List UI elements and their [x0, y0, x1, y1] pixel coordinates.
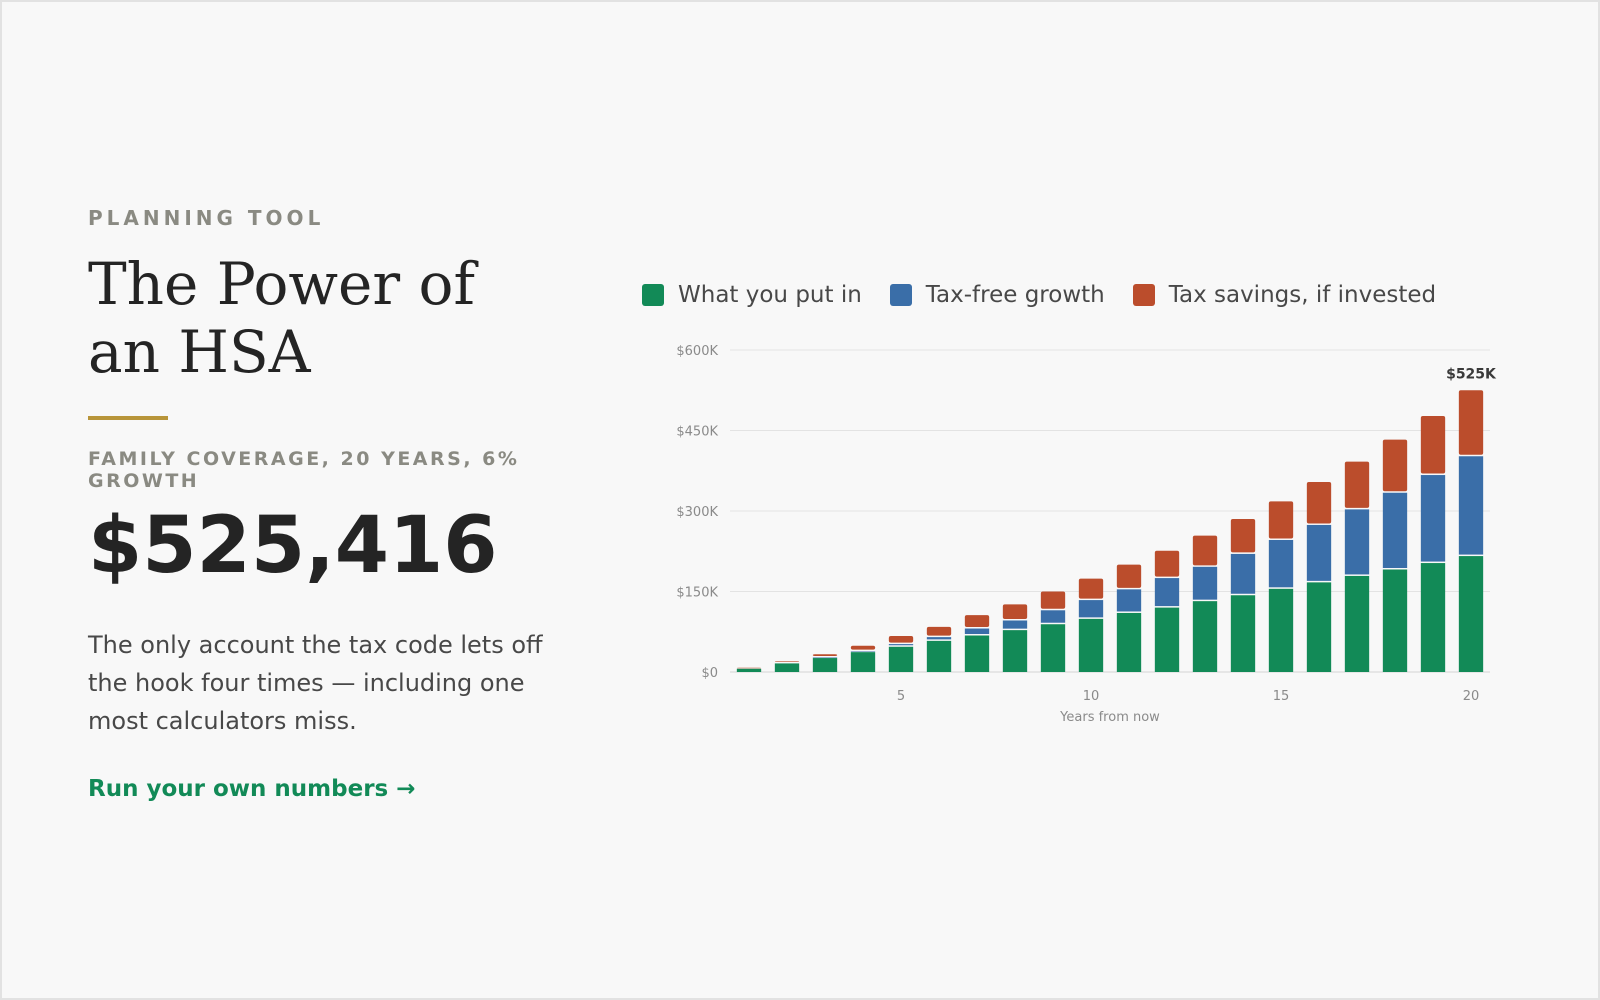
scenario-label: FAMILY COVERAGE, 20 YEARS, 6% GROWTH — [88, 448, 520, 492]
bar-segment — [1192, 535, 1218, 566]
legend-item-growth: Tax-free growth — [889, 282, 1105, 308]
x-tick-label: 15 — [1273, 689, 1290, 704]
bar-segment — [926, 626, 952, 636]
bar-segment — [1154, 578, 1180, 607]
total-data-label: $525K — [1446, 366, 1497, 382]
bar-segment — [1154, 550, 1180, 577]
bar-segment — [1078, 600, 1104, 618]
bar-segment — [964, 628, 990, 635]
legend-item-contributions: What you put in — [642, 282, 862, 308]
bar-segment — [850, 651, 876, 652]
bar-segment — [1192, 566, 1218, 600]
x-tick-label: 5 — [897, 689, 905, 704]
bar-segment — [736, 668, 762, 672]
bar-segment — [812, 657, 838, 659]
bar-segment — [1078, 618, 1104, 672]
bar-segment — [1116, 612, 1142, 672]
bar-segment — [736, 667, 762, 669]
bar-segment — [1040, 591, 1066, 609]
legend-swatch-tax-savings — [1132, 284, 1155, 306]
x-axis-label: Years from now — [1059, 710, 1160, 725]
bar-segment — [1306, 482, 1332, 524]
bar-segment — [1002, 620, 1028, 629]
bar-segment — [1382, 569, 1408, 672]
bar-segment — [926, 640, 952, 672]
description-text: The only account the tax code lets off t… — [88, 631, 543, 735]
bar-segment — [1306, 582, 1332, 672]
bar-segment — [964, 615, 990, 628]
eyebrow-label: PLANNING TOOL — [88, 206, 325, 230]
bar-segment — [1420, 416, 1446, 474]
bar-segment — [1344, 461, 1370, 508]
bar-segment — [1458, 556, 1484, 672]
bar-segment — [1306, 524, 1332, 581]
y-tick-label: $0 — [701, 666, 718, 681]
bar-segment — [888, 644, 914, 646]
bar-segment — [1382, 439, 1408, 492]
bar-segment — [812, 654, 838, 657]
total-value: $525,416 — [88, 501, 498, 591]
bar-segment — [926, 637, 952, 640]
intro-panel: PLANNING TOOL The Power of an HSA FAMILY… — [88, 206, 588, 802]
bar-segment — [1458, 456, 1484, 555]
bar-segment — [850, 645, 876, 650]
bar-segment — [1420, 563, 1446, 672]
bar-segment — [1268, 501, 1294, 539]
legend-label-contributions: What you put in — [678, 282, 862, 308]
bar-segment — [1192, 601, 1218, 672]
bar-segment — [1230, 595, 1256, 672]
bar-segment — [1154, 607, 1180, 672]
y-tick-label: $600K — [676, 344, 718, 359]
bar-segment — [1268, 588, 1294, 672]
accent-divider — [88, 416, 168, 420]
legend-label-tax-savings: Tax savings, if invested — [1168, 282, 1437, 308]
bar-segment — [1116, 564, 1142, 588]
bar-segment — [1458, 390, 1484, 455]
bar-segment — [1002, 630, 1028, 672]
page-title: The Power of an HSA — [88, 250, 475, 386]
y-tick-label: $150K — [676, 586, 718, 601]
bar-segment — [1040, 624, 1066, 672]
y-tick-label: $450K — [676, 425, 718, 440]
bar-segment — [1344, 575, 1370, 672]
bar-segment — [1230, 553, 1256, 594]
legend-label-growth: Tax-free growth — [925, 282, 1105, 308]
x-tick-label: 10 — [1083, 689, 1100, 704]
bar-segment — [812, 658, 838, 672]
legend-swatch-contributions — [642, 284, 664, 306]
bar-segment — [964, 635, 990, 672]
bar-segment — [1344, 509, 1370, 575]
chart-legend: What you put in Tax-free growth Tax savi… — [642, 282, 1464, 308]
bar-segment — [1002, 604, 1028, 619]
x-tick-label: 20 — [1463, 689, 1480, 704]
bar-segment — [774, 663, 800, 672]
bar-segment — [1268, 539, 1294, 588]
run-numbers-link[interactable]: Run your own numbers → — [88, 776, 416, 802]
bar-segment — [1040, 610, 1066, 623]
bar-segment — [1116, 589, 1142, 612]
bar-segment — [888, 646, 914, 672]
legend-swatch-growth — [889, 284, 912, 306]
bar-segment — [850, 652, 876, 672]
bar-segment — [774, 661, 800, 662]
bar-segment — [1230, 519, 1256, 553]
bar-segment — [1420, 475, 1446, 562]
y-tick-label: $300K — [676, 505, 718, 520]
bar-segment — [1078, 578, 1104, 599]
bar-segment — [888, 636, 914, 643]
bar-segment — [1382, 492, 1408, 568]
legend-item-tax-savings: Tax savings, if invested — [1132, 282, 1437, 308]
